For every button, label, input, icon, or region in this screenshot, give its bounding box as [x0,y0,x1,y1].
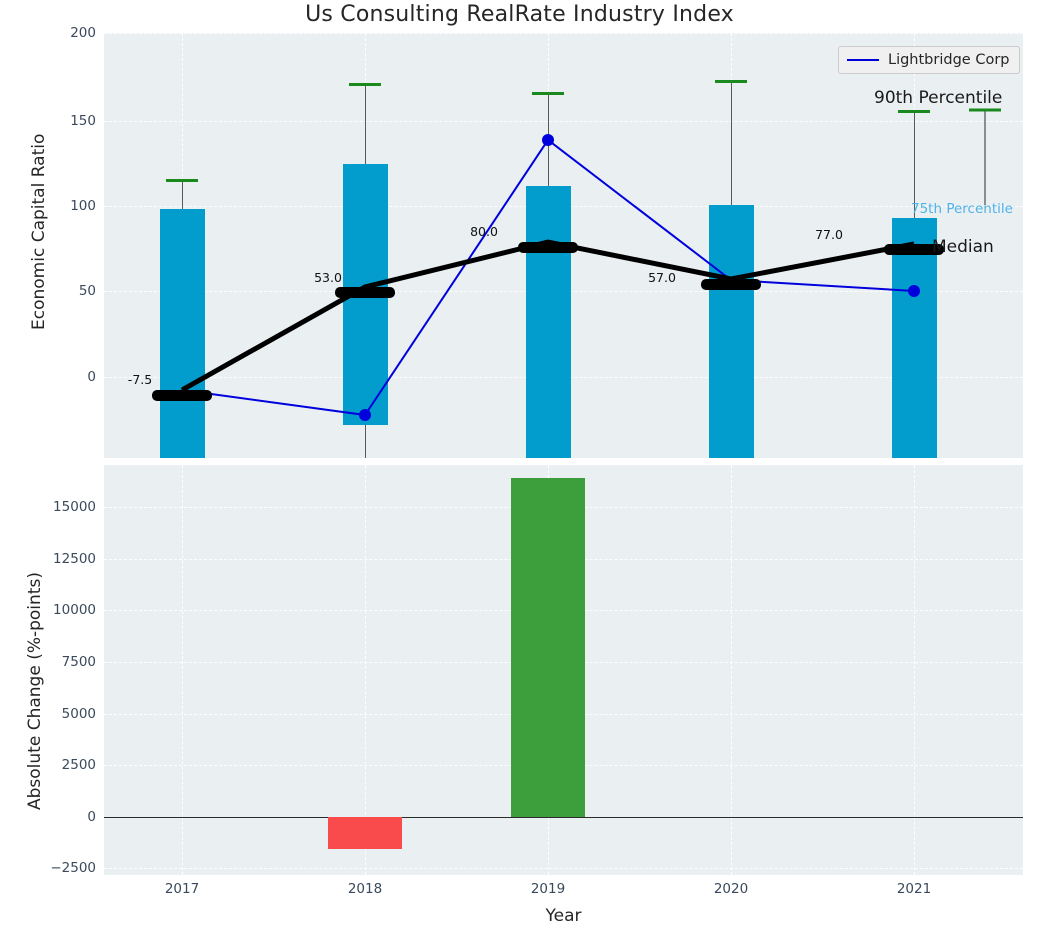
whisker-cap-2017 [166,179,198,182]
whisker-cap-2021 [898,110,930,113]
whisker-cap-2019 [532,92,564,95]
ytick-bot-12500: 12500 [53,551,96,567]
annotation-median: Median [932,237,994,257]
plot-area-absolute-change [104,465,1023,875]
xtick-2021: 2021 [896,881,932,897]
gridline-x2-2021 [914,465,915,875]
median-value-label-2018: 53.0 [314,270,342,285]
ytick-bot-15000: 15000 [53,499,96,515]
x-axis-label: Year [545,906,582,926]
box-bar-2017 [160,209,205,458]
y-axis-label-bottom: Absolute Change (%-points) [25,572,45,810]
chart-title: Us Consulting RealRate Industry Index [305,2,734,27]
whisker-cap-2020 [715,80,747,83]
xtick-2019: 2019 [530,881,566,897]
gridline-x2-2020 [731,465,732,875]
lightbridge-marker-2019 [542,134,554,146]
box-bar-2019 [526,186,571,458]
ytick-top-100: 100 [70,198,96,214]
whisker-cap-2018 [349,83,381,86]
median-value-label-2019: 80.0 [470,224,498,239]
gridline-y-150 [104,121,1023,122]
xtick-2017: 2017 [164,881,200,897]
lightbridge-corp-line [181,138,915,417]
ytick-bot-2500: 2500 [61,757,96,773]
change-bar-2018 [328,817,402,849]
median-marker-2020 [701,279,761,290]
median-line [180,239,915,393]
change-bar-2019 [511,478,585,817]
ytick-top-200: 200 [70,25,96,41]
ytick-bot-5000: 5000 [61,706,96,722]
box-bar-2021 [892,218,937,458]
gridline-x2-2017 [182,465,183,875]
median-marker-2017 [152,390,212,401]
zero-baseline [104,817,1023,818]
box-bar-2020 [709,205,754,458]
legend-line-swatch-lightbridge-corp [847,59,879,61]
lightbridge-marker-2021 [908,285,920,297]
median-marker-2021 [884,244,944,255]
annotation-75th-percentile: 75th Percentile [911,201,1013,217]
xtick-2018: 2018 [347,881,383,897]
ytick-bot-7500: 7500 [61,654,96,670]
legend[interactable]: Lightbridge Corp [838,46,1021,74]
ytick-bot-0: 0 [87,809,96,825]
gridline-y-200 [104,33,1023,34]
ytick-top-50: 50 [78,283,96,299]
ytick-top-150: 150 [70,113,96,129]
median-value-label-2017: -7.5 [127,372,153,387]
plot-area-economic-capital-ratio: -7.5 53.0 80.0 57.0 77.0 [104,33,1023,458]
median-marker-2019 [518,242,578,253]
median-value-label-2021: 77.0 [815,227,843,242]
median-value-label-2020: 57.0 [648,270,676,285]
ytick-top-0: 0 [87,369,96,385]
ytick-bot-m2500: −2500 [50,860,96,876]
y-axis-label-top: Economic Capital Ratio [29,133,49,330]
legend-label-lightbridge-corp: Lightbridge Corp [888,52,1010,68]
lightbridge-marker-2018 [359,409,371,421]
gridline-y-m2500 [104,868,1023,869]
annotation-90th-percentile: 90th Percentile [874,88,1003,108]
gridline-x2-2018 [365,465,366,875]
xtick-2020: 2020 [713,881,749,897]
median-marker-2018 [335,287,395,298]
ytick-bot-10000: 10000 [53,602,96,618]
